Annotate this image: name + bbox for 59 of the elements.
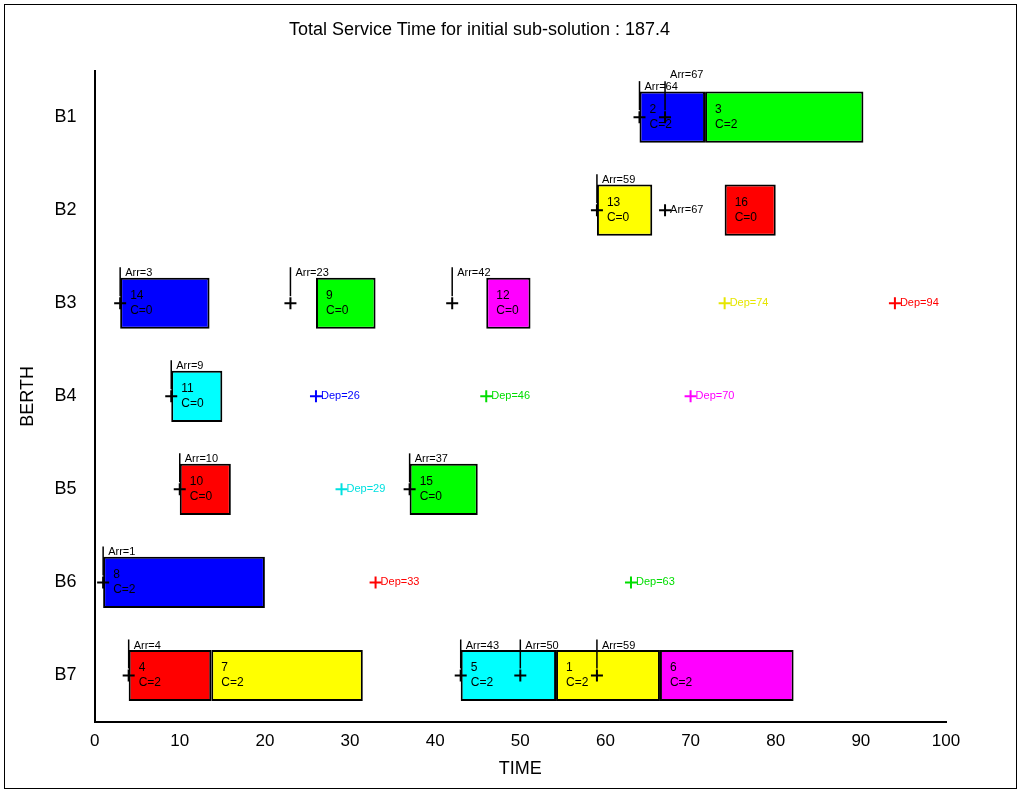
annotation: 14 C=0	[130, 288, 153, 318]
y-tick-label: B7	[54, 664, 77, 685]
annotation: 4 C=2	[138, 660, 162, 690]
annotation: 5 C=2	[470, 660, 494, 690]
data-label: Arr=67	[670, 68, 704, 81]
annotation: 12 C=0	[496, 288, 519, 318]
y-tick-label: B4	[54, 385, 77, 406]
data-label: Arr=9	[176, 359, 204, 372]
annotation: 6 C=2	[669, 660, 693, 690]
data-label: Dep=29	[346, 482, 386, 495]
data-label: Dep=33	[380, 575, 420, 588]
annotation: 11 C=0	[181, 381, 204, 411]
data-label: Arr=37	[414, 452, 448, 465]
data-label: Arr=43	[465, 638, 500, 651]
annotation: 9 C=0	[325, 288, 349, 318]
data-label: Dep=46	[491, 389, 531, 402]
annotation: 10 C=0	[189, 474, 213, 504]
data-label: Dep=94	[899, 296, 939, 309]
x-tick-label: 70	[681, 730, 701, 750]
data-label: Arr=1	[108, 545, 136, 558]
data-label: Arr=4	[133, 638, 161, 651]
data-label: Arr=10	[184, 452, 219, 465]
data-label: Arr=23	[295, 266, 329, 279]
annotation: 7 C=2	[221, 660, 244, 690]
y-tick-label: B1	[54, 106, 77, 127]
x-tick-label: 50	[510, 730, 530, 750]
data-label: Dep=63	[635, 575, 675, 588]
data-label: Arr=67	[670, 203, 704, 216]
data-label: Dep=74	[729, 296, 769, 309]
x-tick-label: 0	[89, 730, 100, 750]
data-label: Dep=70	[695, 389, 735, 402]
y-axis-title: BERTH	[16, 365, 37, 427]
x-tick-label: 60	[595, 730, 615, 750]
x-tick-label: 100	[931, 730, 961, 750]
y-tick-label: B3	[54, 292, 77, 313]
x-tick-label: 20	[255, 730, 275, 750]
y-tick-label: B2	[54, 199, 77, 220]
x-tick-label: 80	[766, 730, 786, 750]
data-label: Arr=59	[601, 173, 636, 186]
data-label: Arr=59	[601, 638, 636, 651]
annotation: 15 C=0	[419, 474, 443, 504]
x-tick-label: 40	[425, 730, 445, 750]
data-label: Arr=42	[457, 266, 491, 279]
data-label: Arr=50	[525, 638, 559, 651]
data-label: Arr=3	[125, 266, 153, 279]
x-tick-label: 90	[851, 730, 871, 750]
y-tick-label: B5	[54, 478, 77, 499]
annotation: 16 C=0	[734, 195, 758, 224]
annotation: 3 C=2	[715, 101, 738, 131]
x-axis-title: TIME	[498, 758, 542, 779]
annotation: 8 C=2	[113, 567, 136, 597]
annotation: 2 C=2	[649, 101, 673, 131]
annotation: 13 C=0	[606, 195, 630, 224]
chart-title: Total Service Time for initial sub-solution : 187.4	[288, 18, 671, 39]
x-tick-label: 10	[170, 730, 190, 750]
y-tick-label: B6	[54, 571, 77, 592]
annotation: 1 C=2	[566, 660, 589, 690]
data-label: Dep=26	[320, 389, 360, 402]
x-tick-label: 30	[340, 730, 360, 750]
